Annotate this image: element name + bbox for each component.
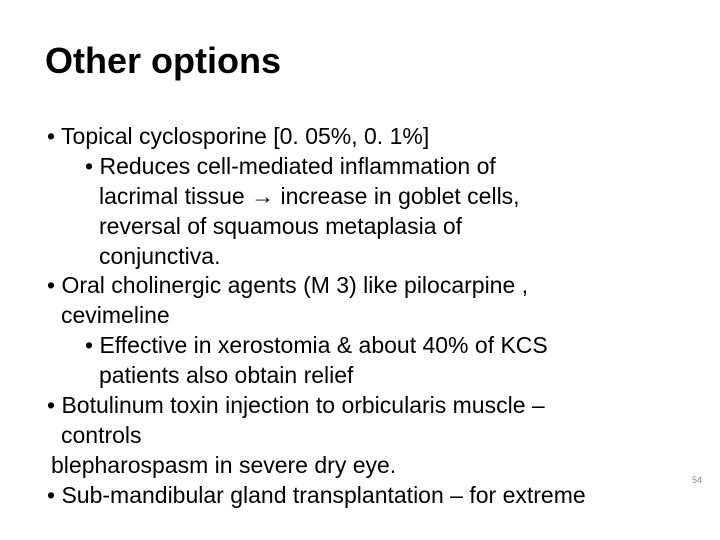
text-line: reversal of squamous metaplasia of	[99, 213, 462, 239]
text-line: Reduces cell-mediated inflammation of	[99, 153, 495, 179]
text-line: patients also obtain relief	[99, 362, 353, 388]
text-line: Sub-mandibular gland transplantation – f…	[61, 482, 585, 508]
bullet-level1: Topical cyclosporine [0. 05%, 0. 1%]	[45, 122, 675, 152]
bullet-level2: Reduces cell-mediated inflammation of	[83, 152, 675, 182]
text-line: Oral cholinergic agents (M 3) like piloc…	[61, 272, 528, 298]
text-continue: lacrimal tissue → increase in goblet cel…	[99, 182, 675, 212]
slide-body: Topical cyclosporine [0. 05%, 0. 1%] Red…	[45, 122, 675, 511]
arrow-icon: →	[251, 183, 274, 209]
bullet-level1-cut: Sub-mandibular gland transplantation – f…	[45, 481, 675, 511]
text-continue: controls	[61, 421, 675, 451]
text-continue: cevimeline	[61, 301, 675, 331]
text-continue: reversal of squamous metaplasia of	[99, 212, 675, 242]
text-line: Topical cyclosporine [0. 05%, 0. 1%]	[61, 123, 429, 149]
text-line: blepharospasm in severe dry eye.	[51, 452, 396, 478]
text-continue: conjunctiva.	[99, 242, 675, 272]
text-line: cevimeline	[61, 302, 170, 328]
slide-title: Other options	[45, 40, 675, 82]
bullet-level1: Oral cholinergic agents (M 3) like piloc…	[45, 271, 675, 301]
text-fragment: increase in goblet cells,	[274, 183, 519, 209]
text-fragment: lacrimal tissue	[99, 183, 251, 209]
text-line: conjunctiva.	[99, 243, 220, 269]
slide-container: Other options Topical cyclosporine [0. 0…	[0, 0, 720, 540]
text-line: Botulinum toxin injection to orbicularis…	[61, 392, 544, 418]
bullet-level1: Botulinum toxin injection to orbicularis…	[45, 391, 675, 421]
text-line: Effective in xerostomia & about 40% of K…	[99, 332, 547, 358]
page-number: 54	[692, 475, 702, 485]
text-continue: blepharospasm in severe dry eye.	[51, 451, 675, 481]
bullet-level2: Effective in xerostomia & about 40% of K…	[83, 331, 675, 361]
text-continue: patients also obtain relief	[99, 361, 675, 391]
text-line: controls	[61, 422, 142, 448]
